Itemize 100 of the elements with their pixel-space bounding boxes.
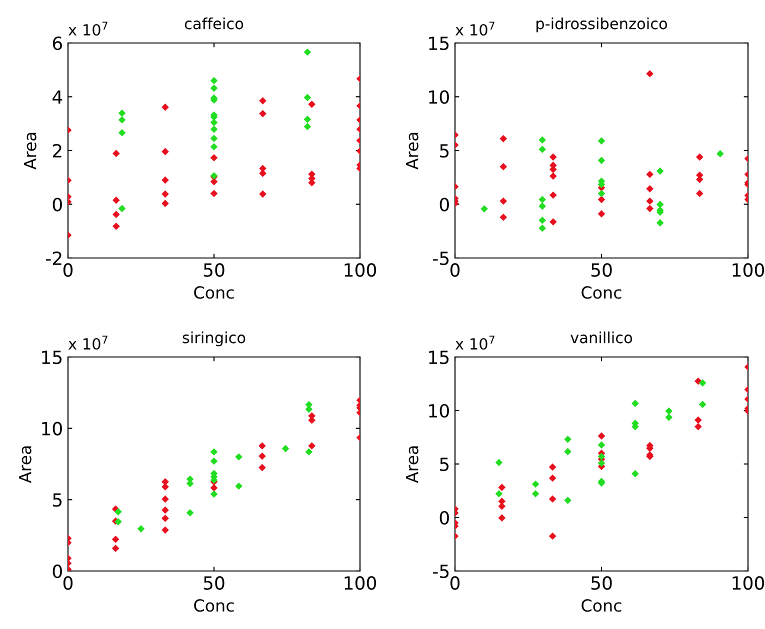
point: [598, 156, 606, 164]
text: x 10$^{7}$: [455, 336, 494, 350]
point: [598, 196, 606, 204]
point: [304, 122, 312, 130]
point: [162, 200, 169, 208]
point: [304, 116, 312, 123]
x-tick-label: 50: [591, 576, 612, 590]
point: [305, 406, 313, 413]
y-axis-title: Area: [406, 446, 418, 484]
point: [538, 196, 546, 204]
y-axis-title: Area: [18, 446, 32, 484]
y-tick-label: -2: [46, 251, 62, 265]
point: [210, 84, 218, 92]
chart-title: vanillico: [570, 332, 632, 344]
point: [598, 441, 606, 449]
point: [114, 518, 122, 526]
point: [696, 153, 704, 161]
point: [538, 202, 546, 210]
x-tick-label: 100: [732, 263, 764, 277]
point: [549, 172, 557, 180]
point: [549, 218, 557, 226]
y-tick-label: 2: [52, 144, 62, 158]
point: [500, 163, 508, 170]
x-tick-label: 50: [204, 576, 224, 590]
point: [282, 444, 290, 452]
y-axis-title: Area: [406, 132, 418, 170]
point: [258, 464, 266, 472]
point: [112, 210, 120, 218]
point: [548, 463, 556, 471]
y-tick-label: 4: [52, 90, 62, 104]
point: [210, 190, 218, 198]
y-tick-label: -5: [433, 252, 449, 266]
point: [259, 190, 266, 198]
point: [118, 116, 126, 124]
y-tick-label: 10: [429, 404, 449, 418]
point: [308, 442, 316, 450]
point: [665, 407, 673, 415]
y-tick-label: 5: [440, 144, 449, 158]
y-tick-label: -5: [433, 564, 449, 578]
point: [598, 137, 606, 145]
point: [304, 48, 312, 56]
point: [112, 544, 120, 552]
point: [258, 442, 266, 450]
point: [698, 400, 706, 408]
x-axis-title: Conc: [582, 599, 622, 612]
point: [665, 414, 673, 422]
point: [186, 509, 194, 516]
point: [118, 129, 126, 136]
point: [532, 490, 540, 498]
point: [162, 104, 169, 111]
point: [656, 200, 664, 208]
x-tick-label: 100: [344, 576, 376, 590]
point: [210, 134, 218, 142]
point: [498, 514, 506, 522]
point: [210, 490, 218, 498]
point: [210, 178, 218, 186]
point: [564, 436, 572, 443]
point: [646, 185, 654, 192]
point: [500, 135, 508, 142]
point: [259, 170, 266, 178]
point: [500, 197, 508, 205]
point: [538, 146, 546, 153]
point: [112, 222, 120, 230]
x-axis-title: Conc: [194, 599, 234, 612]
point: [112, 196, 120, 204]
point: [500, 214, 508, 221]
point: [162, 176, 169, 184]
point: [498, 502, 506, 510]
point: [162, 483, 169, 490]
point: [235, 453, 242, 461]
point: [114, 508, 122, 516]
x-axis-title: Conc: [194, 286, 234, 299]
point: [162, 495, 169, 503]
point: [548, 532, 556, 540]
y-tick-label: 10: [42, 422, 62, 436]
point: [305, 448, 313, 456]
y-tick-label: 6: [52, 36, 62, 50]
point: [210, 118, 218, 126]
point: [162, 506, 169, 514]
point: [259, 110, 266, 118]
y-tick-label: 15: [42, 350, 62, 364]
point: [598, 459, 606, 467]
y-axis-title: Area: [24, 132, 36, 170]
point: [646, 170, 654, 178]
point: [210, 448, 218, 456]
y-tick-label: 0: [440, 510, 449, 525]
point: [632, 400, 639, 408]
point: [598, 210, 606, 218]
x-tick-label: 0: [450, 263, 460, 277]
point: [308, 100, 316, 108]
point: [646, 70, 654, 78]
point: [598, 190, 606, 198]
y-tick-label: 15: [429, 36, 449, 50]
point: [162, 526, 169, 534]
x-tick-label: 0: [450, 576, 460, 590]
point: [564, 496, 572, 504]
point: [210, 154, 218, 162]
point: [258, 452, 266, 460]
point: [646, 197, 654, 205]
point: [210, 126, 218, 133]
